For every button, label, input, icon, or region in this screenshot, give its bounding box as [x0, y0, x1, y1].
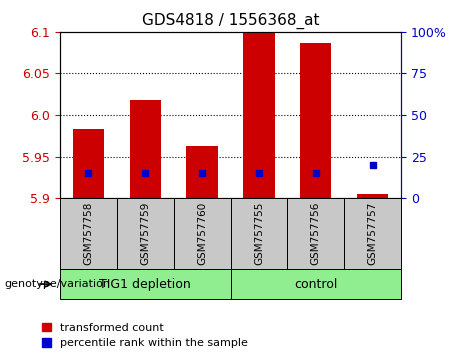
Text: GSM757755: GSM757755 [254, 202, 264, 266]
Bar [130, 100, 161, 198]
Legend: transformed count, percentile rank within the sample: transformed count, percentile rank withi… [42, 322, 248, 348]
Text: TIG1 depletion: TIG1 depletion [99, 278, 191, 291]
Bar [243, 33, 275, 198]
Text: GSM757760: GSM757760 [197, 202, 207, 265]
Title: GDS4818 / 1556368_at: GDS4818 / 1556368_at [142, 13, 319, 29]
Text: genotype/variation: genotype/variation [5, 279, 111, 289]
Bar [186, 146, 218, 198]
Text: GSM757759: GSM757759 [140, 202, 150, 266]
Bar [73, 129, 104, 198]
Text: GSM757756: GSM757756 [311, 202, 321, 266]
Text: GSM757758: GSM757758 [83, 202, 94, 266]
Bar [300, 43, 331, 198]
Text: GSM757757: GSM757757 [367, 202, 378, 266]
Bar [357, 194, 388, 198]
Text: control: control [294, 278, 337, 291]
